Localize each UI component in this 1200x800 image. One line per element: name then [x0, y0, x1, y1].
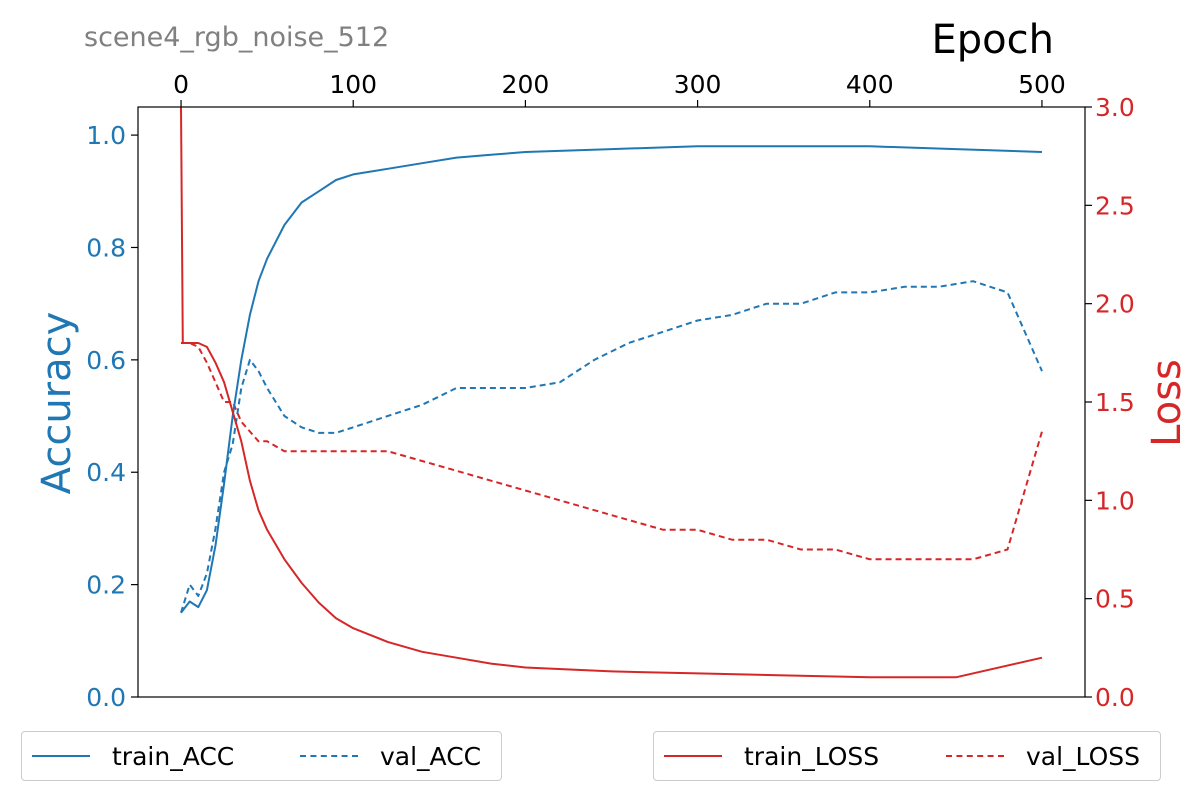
series-line-train-acc [180, 145, 1043, 614]
y-right-tick-label: 0.0 [1095, 683, 1135, 712]
legend-swatch-val-acc [300, 755, 358, 757]
y-axis-label-left: Accuracy [34, 312, 80, 495]
y-left-tick-label: 0.4 [86, 458, 126, 487]
y-left-tick-label: 0.6 [86, 346, 126, 375]
ticks-layer: 0 100 200 300 400 500 0.0 0.2 0.4 0.6 0.8 1.0 0.0 0.5… [86, 70, 1135, 712]
legend-item-train-loss: train_LOSS [664, 732, 879, 780]
legend-swatch-val-loss [946, 755, 1004, 757]
series-line-train-loss [180, 106, 1043, 679]
legend-loss: train_LOSS val_LOSS [653, 731, 1161, 781]
y-right-tick-label: 1.0 [1095, 486, 1135, 515]
x-tick-label: 400 [846, 70, 894, 99]
chart-title: scene4_rgb_noise_512 [84, 22, 389, 53]
x-tick-label: 100 [329, 70, 377, 99]
y-left-tick-label: 1.0 [86, 121, 126, 150]
x-axis-label: Epoch [932, 17, 1054, 63]
y-right-tick-label: 2.5 [1095, 191, 1135, 220]
y-left-tick-label: 0.2 [86, 571, 126, 600]
series-line-val-loss [181, 342, 1043, 561]
legend-label-train-loss: train_LOSS [744, 741, 880, 771]
x-tick-label: 0 [173, 70, 189, 99]
legend-swatch-train-loss [664, 755, 722, 757]
plot-area-frame [137, 106, 1086, 698]
legend-accuracy: train_ACC val_ACC [21, 731, 502, 781]
y-right-tick-label: 3.0 [1095, 93, 1135, 122]
x-tick-label: 500 [1018, 70, 1066, 99]
legend-item-val-acc: val_ACC [300, 732, 481, 780]
y-right-tick-label: 2.0 [1095, 290, 1135, 319]
legend-label-train-acc: train_ACC [112, 741, 235, 771]
y-left-tick-label: 0.0 [86, 683, 126, 712]
y-right-tick-label: 1.5 [1095, 388, 1135, 417]
y-left-tick-label: 0.8 [86, 233, 126, 262]
y-axis-label-right: Loss [1144, 359, 1190, 447]
legend-label-val-loss: val_LOSS [1026, 741, 1141, 771]
y-right-tick-label: 0.5 [1095, 585, 1135, 614]
x-tick-label: 200 [502, 70, 550, 99]
legend-item-train-acc: train_ACC [32, 732, 234, 780]
x-tick-label: 300 [674, 70, 722, 99]
legend-swatch-train-acc [32, 755, 90, 757]
legend-label-val-acc: val_ACC [380, 741, 482, 771]
series-line-val-acc [180, 280, 1043, 613]
series-layer [180, 106, 1043, 679]
legend-item-val-loss: val_LOSS [946, 732, 1140, 780]
